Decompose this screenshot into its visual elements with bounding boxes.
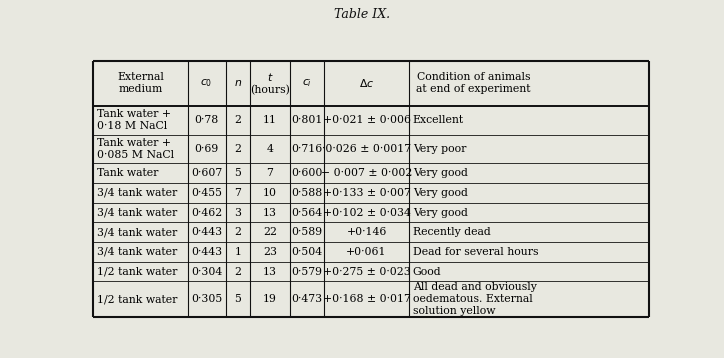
Text: $c_i$: $c_i$ — [302, 78, 312, 90]
Text: 0·607: 0·607 — [191, 168, 222, 178]
Text: 0·564: 0·564 — [292, 208, 323, 218]
Text: 0·588: 0·588 — [292, 188, 323, 198]
Text: 0·443: 0·443 — [191, 247, 222, 257]
Text: +0·168 ± 0·017: +0·168 ± 0·017 — [323, 294, 411, 304]
Text: Very good: Very good — [413, 188, 468, 198]
Text: +0·061: +0·061 — [346, 247, 387, 257]
Text: 0·504: 0·504 — [292, 247, 323, 257]
Text: 22: 22 — [263, 227, 277, 237]
Text: 19: 19 — [263, 294, 277, 304]
Text: 0·473: 0·473 — [292, 294, 323, 304]
Text: Tank water +
0·085 M NaCl: Tank water + 0·085 M NaCl — [97, 138, 174, 160]
Text: $c_0$: $c_0$ — [201, 78, 213, 90]
Text: All dead and obviously
oedematous. External
solution yellow: All dead and obviously oedematous. Exter… — [413, 282, 536, 316]
Text: 0·579: 0·579 — [292, 267, 323, 277]
Text: $n$: $n$ — [234, 78, 242, 88]
Text: $t$
(hours): $t$ (hours) — [250, 71, 290, 96]
Text: 10: 10 — [263, 188, 277, 198]
Text: +0·275 ± 0·023: +0·275 ± 0·023 — [323, 267, 411, 277]
Text: 2: 2 — [235, 267, 241, 277]
Text: 0·305: 0·305 — [191, 294, 222, 304]
Text: 0·716: 0·716 — [292, 144, 323, 154]
Text: 0·455: 0·455 — [191, 188, 222, 198]
Text: Tank water +
0·18 M NaCl: Tank water + 0·18 M NaCl — [97, 109, 172, 131]
Text: +0·021 ± 0·006: +0·021 ± 0·006 — [323, 115, 411, 125]
Text: 0·600: 0·600 — [292, 168, 323, 178]
Text: +0·133 ± 0·007: +0·133 ± 0·007 — [323, 188, 411, 198]
Text: 0·69: 0·69 — [195, 144, 219, 154]
Text: 3/4 tank water: 3/4 tank water — [97, 208, 177, 218]
Text: 7: 7 — [235, 188, 241, 198]
Text: 1/2 tank water: 1/2 tank water — [97, 294, 177, 304]
Text: Condition of animals
at end of experiment: Condition of animals at end of experimen… — [416, 72, 531, 95]
Text: Dead for several hours: Dead for several hours — [413, 247, 538, 257]
Text: 13: 13 — [263, 267, 277, 277]
Text: 0·801: 0·801 — [292, 115, 323, 125]
Text: 2: 2 — [235, 227, 241, 237]
Text: 2: 2 — [235, 144, 241, 154]
Text: 5: 5 — [235, 294, 241, 304]
Text: Very poor: Very poor — [413, 144, 466, 154]
Text: Very good: Very good — [413, 168, 468, 178]
Text: 3: 3 — [235, 208, 241, 218]
Text: 5: 5 — [235, 168, 241, 178]
Text: Good: Good — [413, 267, 442, 277]
Text: 0·78: 0·78 — [195, 115, 219, 125]
Text: Table IX.: Table IX. — [334, 8, 390, 21]
Text: Excellent: Excellent — [413, 115, 464, 125]
Text: $\Delta c$: $\Delta c$ — [359, 77, 374, 90]
Text: − 0·007 ± 0·002: − 0·007 ± 0·002 — [321, 168, 412, 178]
Text: ·0·026 ± 0·0017: ·0·026 ± 0·0017 — [322, 144, 411, 154]
Text: 13: 13 — [263, 208, 277, 218]
Text: Very good: Very good — [413, 208, 468, 218]
Text: 0·462: 0·462 — [191, 208, 222, 218]
Text: 3/4 tank water: 3/4 tank water — [97, 188, 177, 198]
Text: 2: 2 — [235, 115, 241, 125]
Text: Tank water: Tank water — [97, 168, 159, 178]
Text: 7: 7 — [266, 168, 274, 178]
Text: 23: 23 — [263, 247, 277, 257]
Text: External
medium: External medium — [117, 72, 164, 95]
Text: +0·146: +0·146 — [346, 227, 387, 237]
Text: Recently dead: Recently dead — [413, 227, 490, 237]
Text: 1/2 tank water: 1/2 tank water — [97, 267, 177, 277]
Text: 11: 11 — [263, 115, 277, 125]
Text: +0·102 ± 0·034: +0·102 ± 0·034 — [323, 208, 411, 218]
Text: 0·589: 0·589 — [292, 227, 323, 237]
Text: 0·304: 0·304 — [191, 267, 222, 277]
Text: 3/4 tank water: 3/4 tank water — [97, 247, 177, 257]
Text: 4: 4 — [266, 144, 274, 154]
Text: 0·443: 0·443 — [191, 227, 222, 237]
Text: 3/4 tank water: 3/4 tank water — [97, 227, 177, 237]
Text: 1: 1 — [235, 247, 241, 257]
